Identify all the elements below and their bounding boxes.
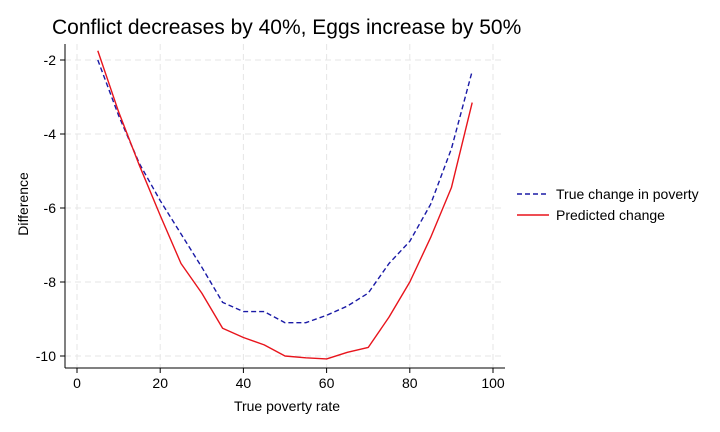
legend-label: True change in poverty [556,186,699,202]
x-tick-label: 40 [236,375,252,391]
legend-label: Predicted change [556,207,665,223]
series-layer [97,50,473,360]
y-tick-label: -10 [36,348,56,364]
y-tick-label: -4 [44,126,57,142]
y-tick-label: -2 [44,52,57,68]
grid [65,44,505,368]
y-tick-label: -8 [44,274,57,290]
x-tick-label: 60 [319,375,335,391]
x-tick-label: 0 [73,375,81,391]
x-axis-label: True poverty rate [234,398,340,414]
x-tick-label: 80 [402,375,418,391]
chart-title: Conflict decreases by 40%, Eggs increase… [52,16,521,39]
series-predicted-change-line [97,50,473,360]
legend: True change in poverty Predicted change [517,186,699,223]
axes: 0 20 40 60 80 100 -2 -4 -6 -8 -10 [36,44,505,391]
x-tick-label: 20 [152,375,168,391]
y-tick-label: -6 [44,200,57,216]
y-axis-label: Difference [15,172,31,236]
x-tick-label: 100 [481,375,505,391]
series-true-change-line [97,59,473,324]
